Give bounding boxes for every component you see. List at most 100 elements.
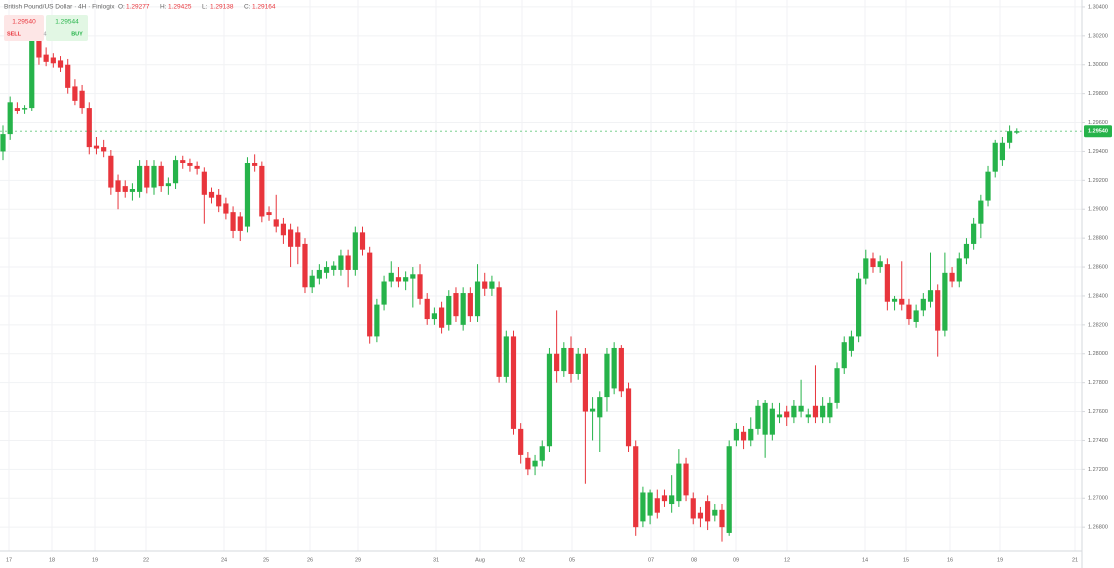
y-tick-label: 1.28200 (1088, 322, 1108, 328)
candle-body (906, 304, 912, 320)
candle-body (467, 293, 473, 317)
candle-body (834, 368, 840, 403)
candle-body (582, 353, 588, 412)
y-tick-label: 1.29200 (1088, 178, 1108, 184)
candle-body (654, 498, 660, 513)
candle-body (748, 428, 754, 441)
candle-body (884, 264, 890, 302)
candle-body (611, 347, 617, 389)
candle-body (661, 495, 668, 502)
candle-body (985, 171, 991, 201)
candle-body (381, 281, 387, 305)
candle-body (280, 223, 287, 236)
y-tick-label: 1.28400 (1088, 293, 1108, 299)
price-tag-label: 1.29540 (1088, 129, 1108, 135)
candle-body (740, 431, 747, 441)
candle-body (316, 269, 322, 279)
candle-body (949, 272, 955, 282)
price-tag (1084, 125, 1112, 138)
x-tick-label: 05 (569, 557, 575, 563)
candle-body (410, 274, 416, 279)
candle-body (482, 281, 488, 289)
candle-body (525, 457, 531, 470)
sell-label: SELL (7, 31, 22, 37)
candle-body (690, 498, 696, 519)
candle-body (417, 274, 423, 299)
candle-body (158, 165, 164, 187)
candle-body (273, 219, 279, 227)
candle-body (1007, 131, 1013, 143)
ohlc-header: O: 1.29277 H: 1.29425 L: 1.29138 C: 1.29164 (118, 4, 276, 11)
y-tick-label: 1.30400 (1088, 4, 1108, 10)
candle-body (302, 243, 308, 288)
x-tick-label: 18 (49, 557, 55, 563)
ohlc-key: L: (202, 4, 208, 11)
x-tick-label: 17 (6, 557, 12, 563)
candle-body (640, 492, 646, 522)
candle-body (956, 258, 962, 282)
candle-body (625, 388, 632, 447)
candle-body (848, 336, 855, 351)
y-tick-label: 1.28600 (1088, 264, 1108, 270)
candle-body (575, 353, 581, 374)
x-tick-label: 26 (307, 557, 313, 563)
candle-body (647, 492, 653, 516)
candle-body (963, 243, 970, 259)
candle-body (927, 290, 934, 302)
candle-body (0, 134, 6, 152)
candle-body (288, 229, 294, 247)
candle-body (669, 495, 675, 505)
spread: 4 (43, 31, 46, 37)
candle-body (79, 90, 85, 109)
candle-body (561, 347, 567, 372)
candle-body (453, 293, 459, 317)
buy-button[interactable] (46, 15, 88, 41)
candle-body (489, 281, 495, 289)
candle-body (755, 405, 761, 429)
candle-body (36, 38, 42, 58)
x-tick-label: 02 (519, 557, 525, 563)
x-tick-label: 22 (143, 557, 149, 563)
candle-body (999, 142, 1006, 161)
y-tick-label: 1.29600 (1088, 120, 1108, 126)
candle-body (388, 272, 394, 282)
candle-body (223, 203, 229, 214)
candle-body (503, 336, 509, 377)
candle-body (86, 108, 92, 148)
candle-body (474, 281, 481, 317)
candle-body (194, 165, 200, 169)
candle-body (532, 460, 538, 467)
candle-body (187, 163, 193, 166)
candle-body (992, 142, 998, 172)
sell-button[interactable] (4, 15, 44, 41)
candle-body (841, 342, 847, 369)
y-tick-label: 1.27600 (1088, 409, 1108, 415)
y-tick-label: 1.27400 (1088, 438, 1108, 444)
candle-body (230, 212, 236, 231)
candle-body (518, 428, 524, 455)
candle-body (460, 293, 466, 325)
candle-body (899, 298, 905, 305)
candle-body (446, 295, 452, 325)
candle-body (237, 216, 243, 231)
candle-body (352, 232, 358, 270)
y-tick-label: 1.29400 (1088, 149, 1108, 155)
candle-body (14, 108, 20, 111)
candle-body (57, 60, 64, 68)
x-tick-label: 21 (1072, 557, 1078, 563)
x-tick-label: 07 (648, 557, 654, 563)
axes: 1.30400 1.30200 1.30000 1.29800 1.29600 1.294… (6, 4, 1112, 563)
candle-body (978, 200, 984, 224)
candle-body (108, 155, 114, 188)
candle-body (29, 40, 35, 109)
candle-body (323, 267, 330, 273)
candle-body (891, 298, 898, 302)
y-tick-label: 1.27200 (1088, 467, 1108, 473)
ohlc-value: 1.29277 (126, 4, 150, 11)
x-tick-label: 08 (691, 557, 697, 563)
candle-body (791, 405, 797, 418)
ohlc-key: O: (118, 4, 125, 11)
candle-body (805, 414, 811, 418)
x-tick-label: 14 (862, 557, 868, 563)
